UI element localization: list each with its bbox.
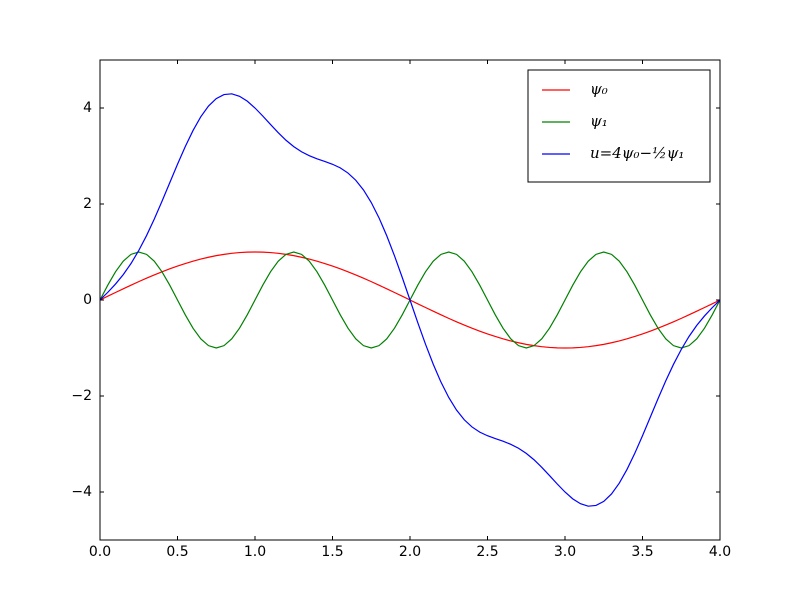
legend-label: u=4ψ₀−½ψ₁ (590, 144, 684, 162)
legend: ψ₀ ψ₁ u=4ψ₀−½ψ₁ (527, 69, 711, 183)
x-tick-label: 3.5 (631, 544, 653, 560)
y-tick-label: 2 (83, 196, 92, 212)
y-tick-label: −2 (71, 388, 92, 404)
y-tick-label: −4 (71, 484, 92, 500)
x-tick-label: 4.0 (709, 544, 731, 560)
legend-label: ψ₀ (590, 80, 608, 98)
x-tick-label: 1.5 (321, 544, 343, 560)
x-tick-label: 1.0 (244, 544, 266, 560)
legend-box (527, 69, 711, 183)
x-tick-label: 2.0 (399, 544, 421, 560)
legend-label: ψ₁ (590, 112, 608, 130)
data-line (100, 93, 720, 507)
x-tick-label: 0.0 (89, 544, 111, 560)
x-tick-label: 2.5 (476, 544, 498, 560)
y-tick-label: 0 (83, 292, 92, 308)
x-tick-label: 3.0 (554, 544, 576, 560)
x-tick-label: 0.5 (166, 544, 188, 560)
y-tick-label: 4 (83, 100, 92, 116)
